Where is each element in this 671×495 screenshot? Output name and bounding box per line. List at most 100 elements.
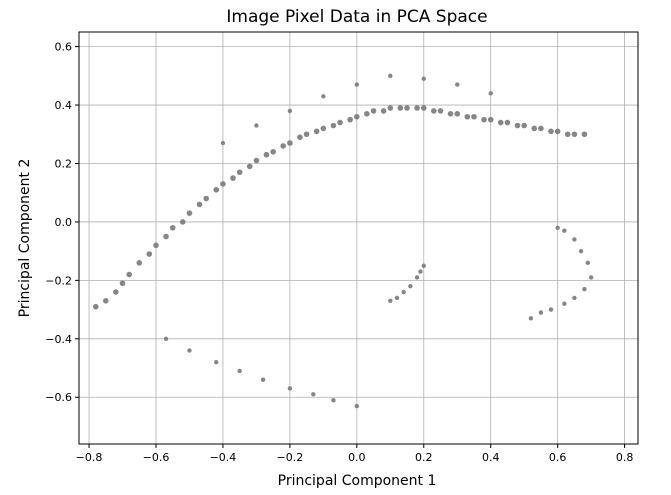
scatter-point <box>421 76 426 81</box>
scatter-point <box>388 73 393 79</box>
x-tick-label: −0.2 <box>277 451 304 464</box>
scatter-point <box>303 131 310 138</box>
scatter-point <box>528 316 534 321</box>
y-tick-label: 0.0 <box>55 216 73 229</box>
x-tick-label: −0.8 <box>76 451 103 464</box>
scatter-point <box>504 119 511 126</box>
scatter-point <box>380 108 387 114</box>
scatter-point <box>364 111 370 117</box>
scatter-point <box>270 149 276 155</box>
y-tick-label: 0.2 <box>55 157 73 170</box>
scatter-point <box>213 186 220 193</box>
scatter-point <box>102 298 109 304</box>
scatter-point <box>414 105 420 111</box>
scatter-point <box>214 359 219 365</box>
scatter-point <box>220 181 226 187</box>
scatter-point <box>187 348 192 353</box>
scatter-point <box>186 210 193 216</box>
scatter-point <box>572 237 577 242</box>
x-tick-label: 0.0 <box>348 451 366 464</box>
scatter-point <box>455 82 460 87</box>
scatter-point <box>236 169 243 176</box>
y-tick-label: 0.4 <box>55 99 73 112</box>
x-tick-label: 0.6 <box>549 451 567 464</box>
scatter-point <box>397 105 404 111</box>
scatter-point <box>237 368 242 374</box>
scatter-point <box>311 392 316 397</box>
y-tick-label: −0.4 <box>45 333 72 346</box>
scatter-point <box>572 295 577 301</box>
scatter-point <box>562 228 567 233</box>
scatter-point <box>169 224 176 231</box>
scatter-point <box>230 175 236 181</box>
scatter-point <box>126 271 133 278</box>
scatter-point <box>454 111 461 117</box>
grid-layer <box>79 32 638 444</box>
scatter-point <box>388 298 393 304</box>
scatter-point <box>548 128 554 135</box>
x-axis-label: Principal Component 1 <box>278 473 437 489</box>
scatter-point <box>538 310 544 315</box>
plot-frame <box>78 31 639 445</box>
scatter-point <box>347 116 353 123</box>
scatter-point <box>297 134 303 140</box>
scatter-point <box>401 289 406 295</box>
scatter-point <box>287 108 293 114</box>
scatter-point <box>163 233 169 240</box>
scatter-point <box>331 397 336 403</box>
scatter-point <box>481 116 487 123</box>
scatter-point <box>437 108 444 114</box>
scatter-point <box>246 163 253 170</box>
scatter-point <box>196 201 203 208</box>
y-tick-label: −0.6 <box>45 391 72 404</box>
x-tick-label: −0.4 <box>210 451 237 464</box>
scatter-point <box>471 113 477 120</box>
scatter-point <box>554 128 561 135</box>
scatter-point <box>414 275 420 280</box>
scatter-point <box>313 128 320 135</box>
scatter-point <box>548 307 554 312</box>
scatter-point <box>119 280 126 287</box>
scatter-point <box>92 303 99 310</box>
chart-title: Image Pixel Data in PCA Space <box>226 7 487 27</box>
scatter-point <box>585 260 590 266</box>
x-tick-label: 0.2 <box>415 451 433 464</box>
scatter-point <box>421 263 426 268</box>
scatter-point <box>582 286 587 292</box>
scatter-point <box>136 260 143 266</box>
scatter-point <box>253 157 260 164</box>
scatter-point <box>588 275 594 280</box>
scatter-point <box>420 105 427 111</box>
scatter-point <box>447 111 454 117</box>
x-axis-ticks: −0.8 −0.6 −0.4 −0.2 0.0 0.2 0.4 0.6 0.8 <box>76 444 633 464</box>
scatter-point <box>564 131 571 138</box>
y-tick-label: 0.6 <box>55 41 73 54</box>
scatter-point <box>555 225 560 230</box>
scatter-point <box>153 242 159 249</box>
scatter-point <box>418 269 423 274</box>
scatter-point <box>571 131 578 138</box>
scatter-point <box>531 125 538 132</box>
scatter-point <box>354 113 360 120</box>
scatter-point <box>146 251 153 257</box>
scatter-point <box>287 386 293 391</box>
scatter-point <box>254 123 259 128</box>
scatter-point <box>514 122 521 129</box>
scatter-point <box>321 94 326 99</box>
scatter-point <box>497 119 504 126</box>
scatter-point <box>464 113 471 120</box>
x-tick-label: 0.4 <box>482 451 500 464</box>
scatter-point <box>538 125 544 132</box>
scatter-point <box>370 108 377 114</box>
scatter-point <box>581 131 588 138</box>
scatter-point <box>280 143 286 149</box>
scatter-point <box>387 105 394 111</box>
scatter-point <box>408 284 413 289</box>
scatter-point <box>521 122 527 129</box>
scatter-point <box>220 140 226 146</box>
y-axis-ticks: −0.6 −0.4 −0.2 0.0 0.2 0.4 0.6 <box>45 41 79 404</box>
scatter-point <box>203 195 209 202</box>
y-tick-label: −0.2 <box>45 274 72 287</box>
scatter-point <box>320 125 327 132</box>
